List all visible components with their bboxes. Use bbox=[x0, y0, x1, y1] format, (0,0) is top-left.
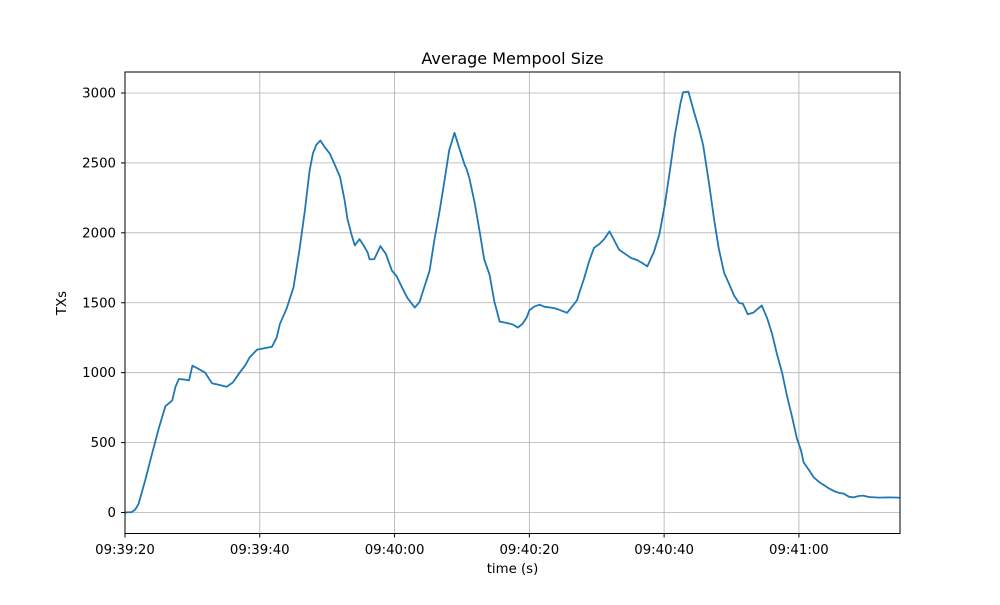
x-axis-label: time (s) bbox=[487, 562, 539, 577]
x-tick-label: 09:40:40 bbox=[634, 543, 694, 558]
y-axis-label: TXs bbox=[55, 291, 70, 316]
mempool-series-line bbox=[124, 90, 900, 514]
y-tick-label: 500 bbox=[91, 436, 116, 451]
x-tick-label: 09:41:00 bbox=[769, 543, 829, 558]
x-tick-label: 09:40:00 bbox=[365, 543, 425, 558]
chart-title: Average Mempool Size bbox=[421, 49, 603, 68]
y-tick-label: 2000 bbox=[82, 226, 116, 241]
x-tick-label: 09:39:40 bbox=[230, 543, 290, 558]
gridlines bbox=[124, 72, 900, 534]
y-tick-label: 1500 bbox=[82, 296, 116, 311]
x-tick-label: 09:40:20 bbox=[499, 543, 559, 558]
axis-tick-labels: 09:39:20 09:39:40 09:40:00 09:40:20 09:40:40… bbox=[82, 86, 829, 558]
x-tick-label: 09:39:20 bbox=[95, 543, 155, 558]
y-tick-label: 1000 bbox=[82, 366, 116, 381]
y-tick-label: 0 bbox=[108, 506, 116, 521]
axis-ticks bbox=[121, 92, 800, 538]
y-tick-label: 2500 bbox=[82, 156, 116, 171]
y-tick-label: 3000 bbox=[82, 86, 116, 101]
